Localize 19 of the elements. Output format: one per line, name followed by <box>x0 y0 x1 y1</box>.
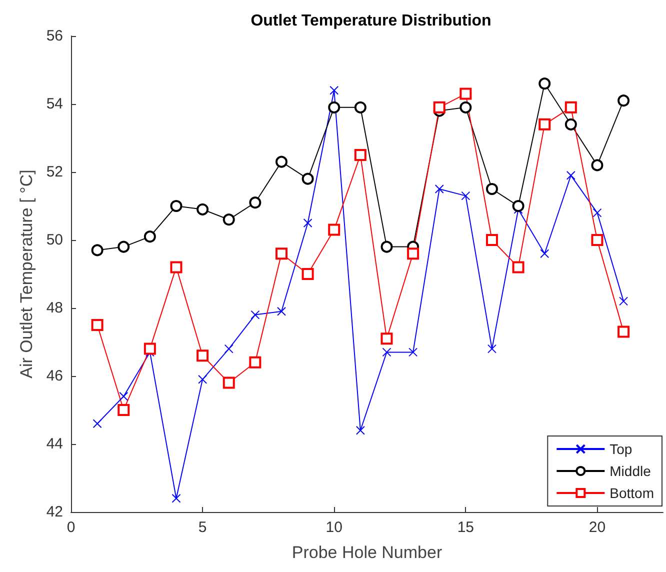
x-tick-label: 20 <box>588 519 606 536</box>
legend-label: Bottom <box>610 485 654 501</box>
y-tick-label: 54 <box>46 96 63 112</box>
legend-label: Middle <box>610 463 652 479</box>
y-tick-label: 52 <box>46 164 63 180</box>
x-axis-title: Probe Hole Number <box>292 543 442 562</box>
y-tick-label: 50 <box>46 232 63 248</box>
y-tick-label: 42 <box>46 504 63 520</box>
y-axis-title: Air Outlet Temperature [ °C] <box>17 170 36 378</box>
chart-title: Outlet Temperature Distribution <box>250 12 492 30</box>
x-tick-label: 15 <box>457 519 474 536</box>
legend-label: Top <box>610 441 632 457</box>
x-tick-label: 5 <box>198 519 207 536</box>
y-tick-label: 46 <box>46 368 63 384</box>
x-tick-label: 0 <box>66 519 76 536</box>
y-tick-label: 44 <box>46 436 63 452</box>
x-tick-label: 10 <box>326 519 342 536</box>
y-tick-label: 56 <box>46 28 63 44</box>
y-tick-label: 48 <box>46 300 63 316</box>
